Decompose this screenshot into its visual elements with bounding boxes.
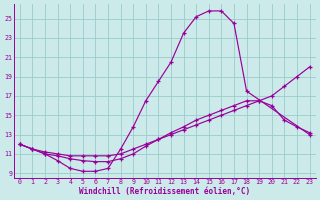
X-axis label: Windchill (Refroidissement éolien,°C): Windchill (Refroidissement éolien,°C) xyxy=(79,187,250,196)
